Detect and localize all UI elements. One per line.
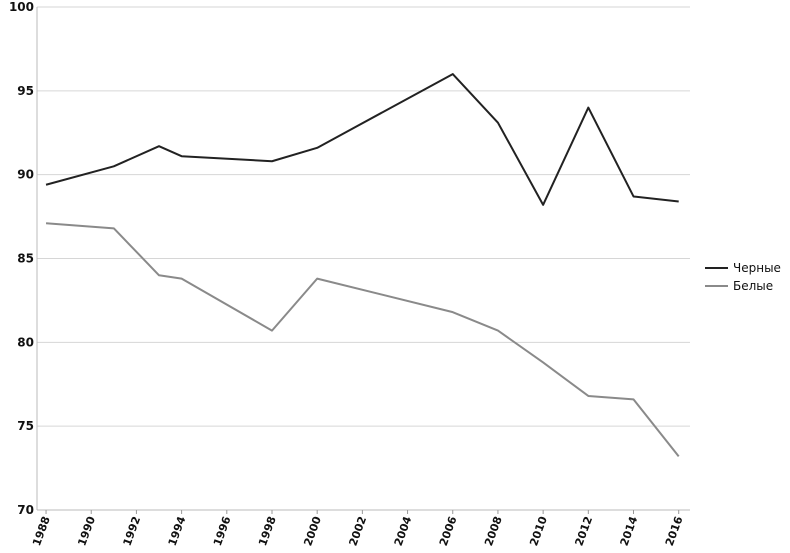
y-tick-label: 70 [17,503,34,517]
x-tick-label: 1994 [166,514,189,548]
x-tick-label: 2004 [392,514,415,548]
y-tick-label: 75 [17,419,34,433]
x-tick-label: 2016 [663,514,686,548]
y-tick-label: 95 [17,84,34,98]
series-line [45,73,679,206]
x-tick-label: 1998 [256,515,279,548]
x-tick-label: 2002 [346,515,369,548]
x-tick-label: 1992 [121,515,144,548]
y-tick-label: 100 [9,0,34,14]
series-line [45,222,680,457]
legend-label: Белые [733,279,773,293]
y-tick-label: 90 [17,168,34,182]
x-tick-label: 2008 [482,515,505,548]
x-tick-label: 1996 [211,514,234,548]
x-tick-label: 2010 [527,514,550,548]
x-tick-label: 2006 [437,514,460,548]
x-tick-label: 1988 [30,515,53,548]
x-tick-label: 1990 [75,514,98,548]
y-tick-label: 85 [17,252,34,266]
x-tick-label: 2012 [572,515,595,548]
x-tick-label: 2014 [618,514,641,548]
y-tick-label: 80 [17,335,34,349]
x-tick-label: 2000 [301,514,324,548]
legend-label: Черные [733,261,781,275]
